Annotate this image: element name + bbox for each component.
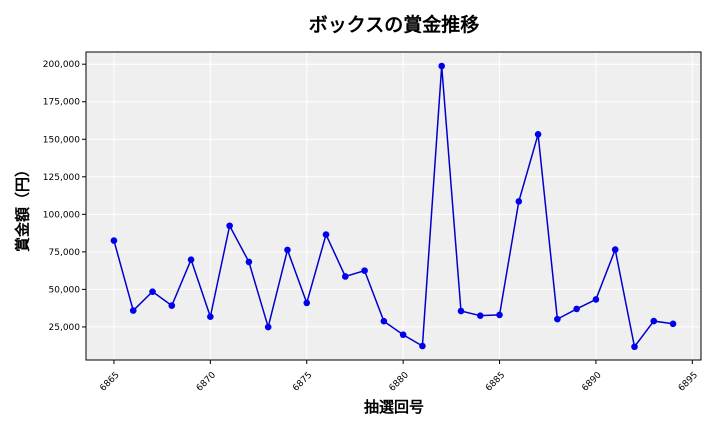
data-point xyxy=(496,311,503,319)
data-point xyxy=(419,342,426,350)
data-point xyxy=(515,198,523,205)
data-point xyxy=(611,246,619,253)
data-point xyxy=(110,237,118,244)
data-point xyxy=(457,307,465,315)
x-tick-label: 6870 xyxy=(195,370,218,393)
y-tick-label: 75,000 xyxy=(49,248,81,258)
data-point xyxy=(245,258,253,266)
x-tick-label: 6880 xyxy=(388,370,411,393)
plot-frame xyxy=(85,51,702,361)
data-point xyxy=(361,267,368,274)
data-point xyxy=(631,343,638,351)
data-point xyxy=(284,246,291,254)
x-axis-label: 抽選回号 xyxy=(363,398,424,416)
data-point xyxy=(380,317,388,325)
plot-background xyxy=(86,52,701,360)
y-tick-label: 125,000 xyxy=(43,173,80,183)
y-tick-label: 150,000 xyxy=(43,135,80,145)
data-point xyxy=(322,231,330,238)
x-tick-label: 6865 xyxy=(98,370,121,393)
data-point xyxy=(207,313,214,321)
data-point xyxy=(399,331,407,339)
data-point xyxy=(129,307,137,314)
x-tick-label: 6885 xyxy=(484,370,507,393)
data-point xyxy=(226,222,233,230)
y-tick-label: 50,000 xyxy=(49,285,81,295)
y-tick-label: 100,000 xyxy=(43,210,80,220)
data-point xyxy=(168,302,176,309)
data-point xyxy=(342,273,349,280)
data-point xyxy=(264,323,272,331)
x-tick-label: 6875 xyxy=(291,370,314,393)
data-point xyxy=(303,299,311,307)
data-point xyxy=(650,317,658,325)
chart-title: ボックスの賞金推移 xyxy=(308,14,480,36)
x-tick-label: 6890 xyxy=(580,370,603,393)
data-point xyxy=(573,305,580,313)
data-point xyxy=(187,256,195,263)
data-point xyxy=(534,131,542,138)
y-tick-label: 25,000 xyxy=(49,323,81,333)
data-point xyxy=(438,62,445,70)
data-point xyxy=(592,296,600,303)
y-tick-label: 175,000 xyxy=(43,98,80,108)
data-point xyxy=(149,288,156,295)
x-tick-label: 6895 xyxy=(677,370,700,393)
data-point xyxy=(669,320,677,328)
data-point xyxy=(554,315,561,323)
y-tick-label: 200,000 xyxy=(43,60,80,70)
data-point xyxy=(476,312,484,319)
series-line xyxy=(113,65,674,349)
